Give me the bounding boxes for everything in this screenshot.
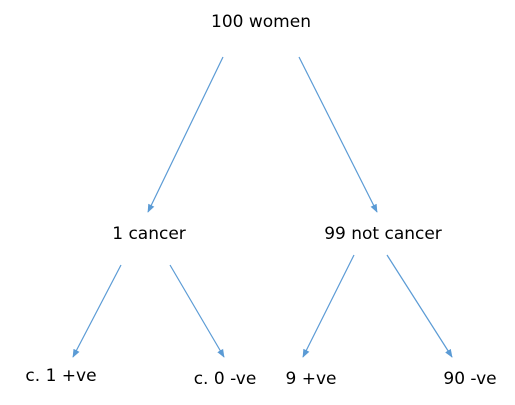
arrow-root-to-not-cancer [298,56,378,213]
arrow-cancer-to-positive [72,264,122,358]
arrow-not-cancer-to-negative [386,254,453,358]
arrow-not-cancer-to-positive [302,254,355,358]
root-node-label: 100 women [211,12,311,32]
not-cancer-positive-leaf-label: 9 +ve [285,369,337,389]
cancer-positive-leaf-label: c. 1 +ve [25,366,97,386]
cancer-negative-leaf-label: c. 0 -ve [193,369,257,389]
arrow-root-to-cancer [147,56,224,213]
arrow-cancer-to-negative [169,264,225,358]
not-cancer-negative-leaf-label: 90 -ve [443,369,497,389]
not-cancer-node-label: 99 not cancer [324,224,442,244]
cancer-node-label: 1 cancer [112,224,186,244]
